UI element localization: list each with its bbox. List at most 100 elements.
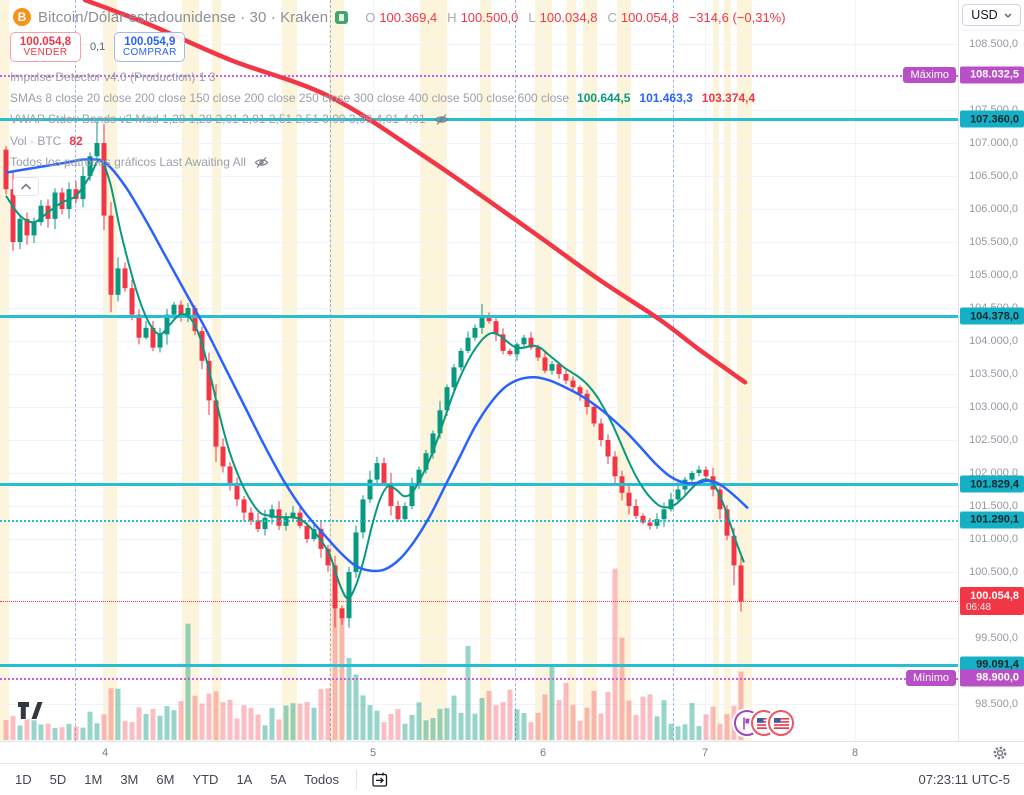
legend-row-1[interactable]: SMAs 8 close 20 close 200 close 150 clos… — [10, 87, 755, 108]
chart-canvas[interactable]: B Bitcoin/Dólar estadounidense · 30 · Kr… — [0, 0, 958, 741]
price-tick-label: 101.500,0 — [969, 500, 1018, 512]
h-gridline — [0, 473, 958, 474]
h-gridline — [0, 341, 958, 342]
economic-event-badges[interactable] — [734, 710, 794, 736]
session-highlight — [212, 0, 221, 741]
sell-button[interactable]: 100.054,8 VENDER — [10, 32, 81, 62]
tradingview-logo[interactable] — [17, 701, 43, 725]
price-tick-label: 103.500,0 — [969, 368, 1018, 380]
collapse-legend-button[interactable] — [13, 177, 39, 196]
price-level-line[interactable] — [0, 519, 958, 522]
range-button-3m[interactable]: 3M — [111, 768, 147, 791]
h-gridline — [0, 638, 958, 639]
price-level-line[interactable] — [0, 677, 958, 680]
price-tick-label: 105.000,0 — [969, 269, 1018, 281]
moving-averages-layer — [5, 0, 749, 600]
time-tick-label[interactable]: 5 — [369, 746, 377, 759]
legend-row-4[interactable]: Todos los patrones gráficos Last Awaitin… — [10, 152, 755, 173]
h-gridline — [0, 143, 958, 144]
time-axis[interactable]: 4 5 6 7 8 — [0, 741, 1024, 763]
h-gridline — [0, 539, 958, 540]
time-tick-label[interactable]: 6 — [539, 746, 547, 759]
session-highlight — [480, 0, 491, 741]
legend-row-3[interactable]: Vol · BTC 82 — [10, 130, 755, 151]
price-tick-label: 105.500,0 — [969, 236, 1018, 248]
session-clock[interactable]: 07:23:11 UTC-5 — [918, 772, 1010, 787]
price-scale[interactable]: USD 108.500,0108.000,0107.500,0107.000,0… — [903, 0, 1024, 741]
legend-row-0[interactable]: Impulse Detector v4.0 (Production) 1 3 — [10, 66, 755, 87]
range-button-ytd[interactable]: YTD — [183, 768, 227, 791]
hidden-eye-icon[interactable] — [434, 113, 449, 126]
range-button-5a[interactable]: 5A — [261, 768, 295, 791]
gear-icon[interactable] — [992, 745, 1008, 766]
h-gridline — [0, 374, 958, 375]
indicator-title: SMAs 8 close 20 close 200 close 150 clos… — [10, 91, 570, 106]
toolbar-divider — [355, 770, 357, 789]
date-range-buttons: 1D 5D 1M 3M 6M YTD 1A 5A Todos — [6, 768, 348, 791]
range-button-1m[interactable]: 1M — [75, 768, 111, 791]
price-level-line[interactable] — [0, 663, 958, 667]
time-tick-label[interactable]: 7 — [701, 746, 709, 759]
h-gridline — [0, 110, 958, 111]
candle-chart-type-icon — [335, 10, 349, 24]
price-tick-label: 101.000,0 — [969, 533, 1018, 545]
ohlc-key: O — [365, 9, 376, 25]
session-highlight — [282, 0, 297, 741]
range-button-todos[interactable]: Todos — [295, 768, 348, 791]
ohlc-value: 100.369,4 — [379, 9, 438, 25]
currency-dropdown[interactable]: USD — [962, 4, 1021, 26]
go-to-date-button[interactable] — [365, 769, 395, 790]
range-tag-mínimo: Mínimo — [905, 669, 956, 686]
price-level-label: 101.829,4 — [960, 475, 1024, 493]
legend-row-2[interactable]: VWAP Stdev Bands v2 Mod 1,28 1,28 2,01 2… — [10, 109, 755, 130]
indicator-title: Impulse Detector v4.0 (Production) 1 3 — [10, 69, 216, 84]
h-gridline — [0, 704, 958, 705]
h-gridline — [0, 308, 958, 309]
hidden-eye-icon[interactable] — [254, 156, 269, 169]
h-gridline — [0, 407, 958, 408]
ohlc-value: 100.500,0 — [460, 9, 519, 25]
range-tag-máximo: Máximo — [903, 66, 956, 83]
chevron-down-icon — [1004, 13, 1012, 18]
ohlc-value: 100.054,8 — [620, 9, 679, 25]
indicator-title: Todos los patrones gráficos Last Awaitin… — [10, 155, 246, 170]
us-flag-event-icon[interactable] — [768, 710, 794, 736]
range-button-6m[interactable]: 6M — [147, 768, 183, 791]
time-tick-label[interactable]: 4 — [101, 746, 109, 759]
v-gridline — [705, 0, 706, 741]
session-highlight — [182, 0, 199, 741]
indicator-legend: Impulse Detector v4.0 (Production) 1 3 SM… — [10, 66, 755, 173]
currency-selector-area: USD — [959, 0, 1024, 31]
symbol-title[interactable]: Bitcoin/Dólar estadounidense · 30 · Krak… — [38, 8, 329, 26]
price-level-line[interactable] — [0, 118, 958, 122]
price-tick-label: 104.000,0 — [969, 335, 1018, 347]
buy-button[interactable]: 100.054,9 COMPRAR — [114, 32, 186, 62]
bitcoin-icon: B — [13, 8, 31, 26]
range-button-1a[interactable]: 1A — [227, 768, 261, 791]
h-gridline — [0, 572, 958, 573]
day-separator — [75, 0, 76, 741]
price-level-label: 104.378,0 — [960, 307, 1024, 325]
range-button-1d[interactable]: 1D — [6, 768, 41, 791]
price-tick-label: 108.500,0 — [969, 38, 1018, 50]
price-level-line[interactable] — [0, 483, 958, 487]
day-separator — [330, 0, 331, 741]
price-tick-label: 106.500,0 — [969, 170, 1018, 182]
h-gridline — [0, 440, 958, 441]
ohlc-key: C — [607, 9, 617, 25]
h-gridline — [0, 77, 958, 78]
indicator-value: 82 — [69, 133, 83, 148]
range-button-5d[interactable]: 5D — [41, 768, 76, 791]
price-tick-label: 106.000,0 — [969, 203, 1018, 215]
time-tick-label[interactable]: 8 — [851, 746, 859, 759]
sell-label: VENDER — [23, 46, 68, 58]
price-tick-label: 107.000,0 — [969, 137, 1018, 149]
price-level-line[interactable] — [0, 601, 958, 603]
price-level-line[interactable] — [0, 315, 958, 318]
trade-panel: 100.054,8 VENDER 0,1 100.054,9 COMPRAR — [10, 32, 186, 62]
change-value: −314,6 (−0,31%) — [688, 9, 786, 25]
session-highlight — [0, 0, 9, 741]
price-level-line[interactable] — [0, 74, 958, 77]
price-tick-label: 102.500,0 — [969, 434, 1018, 446]
